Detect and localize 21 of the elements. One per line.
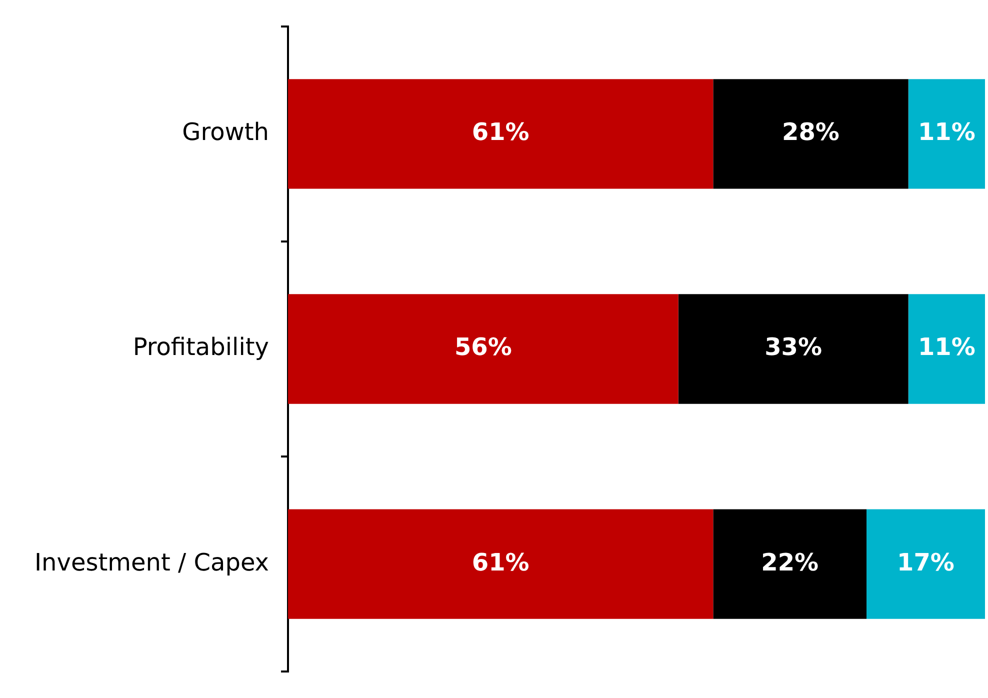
data-label: 61% xyxy=(472,118,530,146)
bar xyxy=(288,294,678,404)
bar xyxy=(908,79,985,189)
bar xyxy=(288,79,714,189)
bar xyxy=(713,79,908,189)
y-tick-label: Investment / Capex xyxy=(34,548,269,576)
y-tick-label: Profitability xyxy=(132,333,269,362)
data-label: 11% xyxy=(918,333,976,362)
y-tick-label: Growth xyxy=(182,118,269,146)
bar xyxy=(908,294,985,404)
bar xyxy=(678,294,908,404)
bar xyxy=(713,509,867,619)
data-label: 17% xyxy=(897,548,954,576)
data-label: 22% xyxy=(761,548,819,576)
data-label: 56% xyxy=(454,333,512,362)
data-label: 28% xyxy=(782,118,840,146)
bar xyxy=(866,509,985,619)
data-label: 33% xyxy=(764,333,822,362)
data-label: 61% xyxy=(472,548,530,576)
data-label: 11% xyxy=(918,118,976,146)
bar xyxy=(288,509,714,619)
